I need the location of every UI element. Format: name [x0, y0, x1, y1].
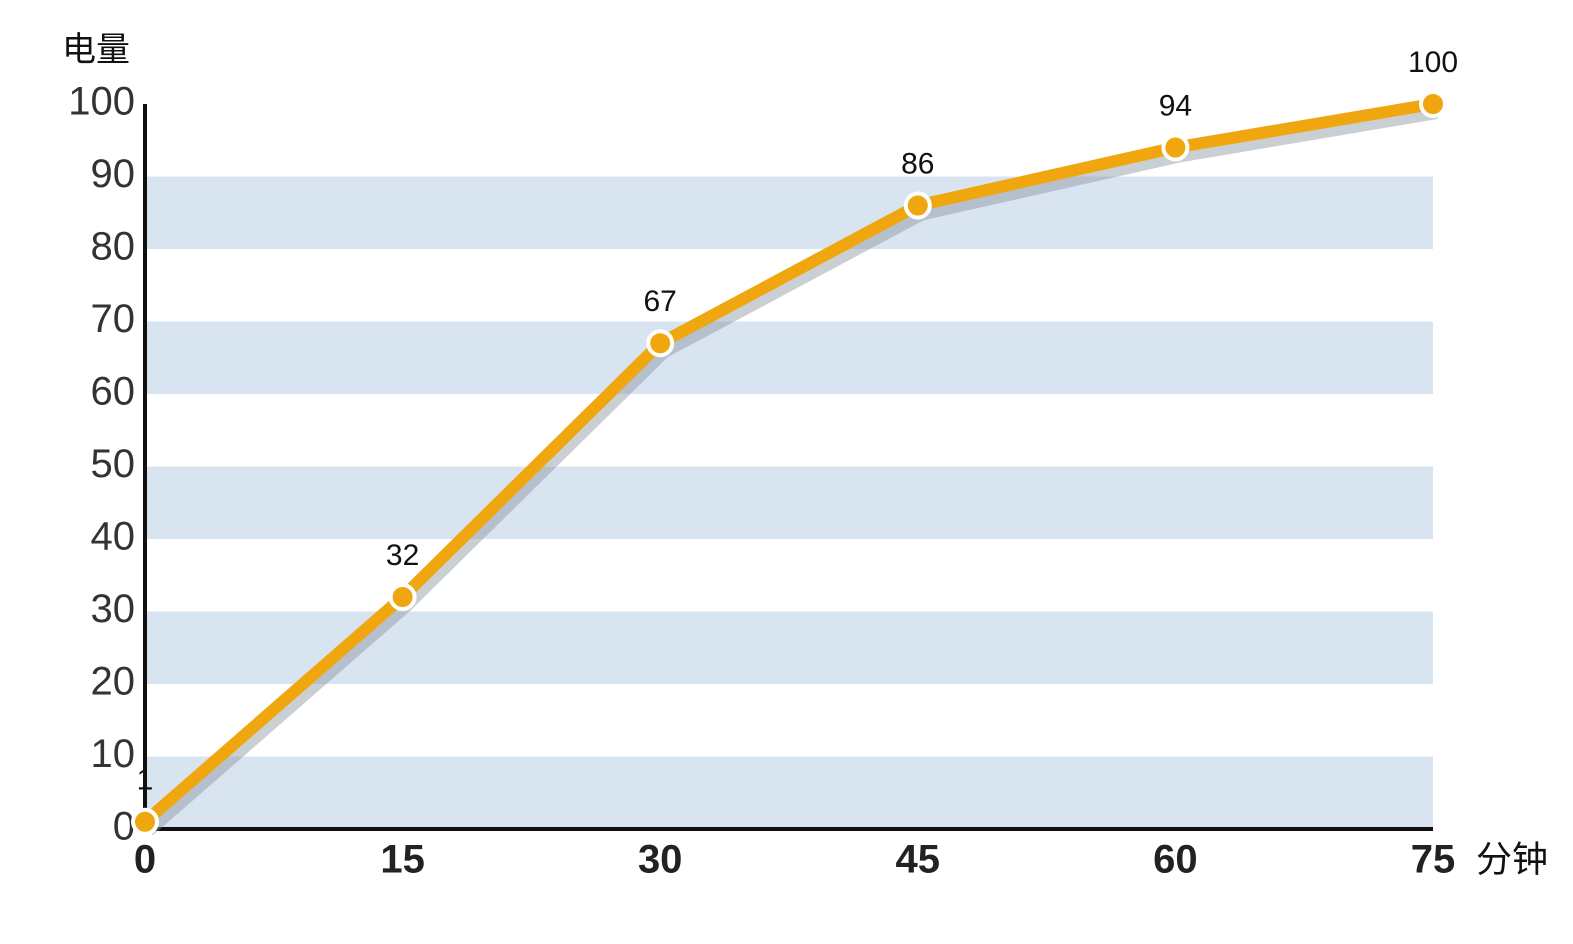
line: [141, 98, 1434, 827]
point: [131, 807, 159, 836]
y-tick-label: 100: [68, 80, 135, 124]
y-tick-label: 50: [91, 442, 136, 486]
band: [145, 466, 1433, 539]
data-label: 67: [644, 285, 677, 318]
x-tick-label: 45: [896, 838, 941, 882]
y-tick-label: 10: [91, 732, 136, 776]
point: [1419, 90, 1447, 118]
y-tick-label: 30: [91, 587, 136, 631]
x-tick-label: 0: [134, 838, 156, 882]
band: [145, 176, 1433, 249]
point: [903, 191, 932, 220]
data-label: 100: [1408, 46, 1458, 79]
point: [646, 329, 675, 358]
band: [145, 611, 1433, 684]
x-axis-label: 分钟: [1476, 839, 1548, 880]
point: [388, 583, 417, 611]
point: [1161, 133, 1190, 162]
y-tick-label: 20: [91, 660, 136, 704]
y-tick-label: 0: [113, 805, 135, 849]
band: [145, 756, 1433, 829]
x-tick-label: 60: [1153, 838, 1198, 882]
x-tick-label: 30: [638, 838, 683, 882]
data-label: 32: [386, 539, 419, 572]
x-tick-label: 15: [380, 838, 425, 882]
y-axis-label: 电量: [62, 31, 130, 69]
data-label: 1: [137, 764, 154, 797]
data-label: 94: [1159, 89, 1192, 122]
line-shadow: [145, 107, 1438, 836]
y-tick-label: 60: [91, 370, 136, 414]
data-label: 86: [901, 147, 934, 180]
y-tick-label: 40: [91, 515, 136, 559]
y-tick-label: 90: [91, 152, 136, 196]
x-tick-label: 75: [1411, 838, 1456, 882]
y-tick-label: 70: [91, 297, 136, 341]
band: [145, 321, 1433, 394]
y-tick-label: 80: [91, 225, 136, 269]
